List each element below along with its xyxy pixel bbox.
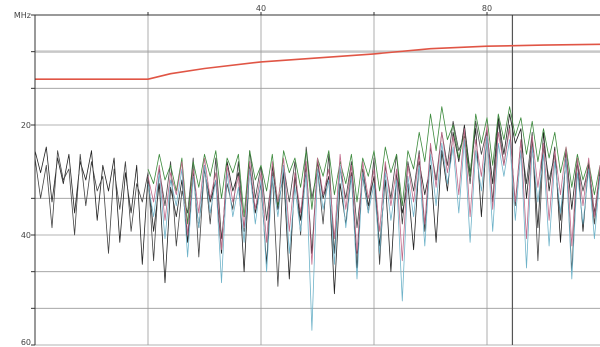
series-line-5 xyxy=(147,135,600,331)
series-layer xyxy=(34,43,600,331)
y-tick-label: MHz xyxy=(14,11,31,20)
series-line-4 xyxy=(147,106,600,225)
y-tick-label: 40 xyxy=(21,231,31,240)
series-line-3 xyxy=(34,120,600,287)
x-tick-label: 80 xyxy=(482,4,492,13)
axis-layer xyxy=(31,12,600,346)
series-line-1 xyxy=(35,43,600,80)
y-tick-label: 60 xyxy=(21,338,31,347)
y-tick-label: 20 xyxy=(21,121,31,130)
tick-label-layer: MHz 20 40 60 40 80 xyxy=(14,4,492,347)
x-tick-label: 40 xyxy=(256,4,266,13)
series-line-6 xyxy=(147,124,600,265)
